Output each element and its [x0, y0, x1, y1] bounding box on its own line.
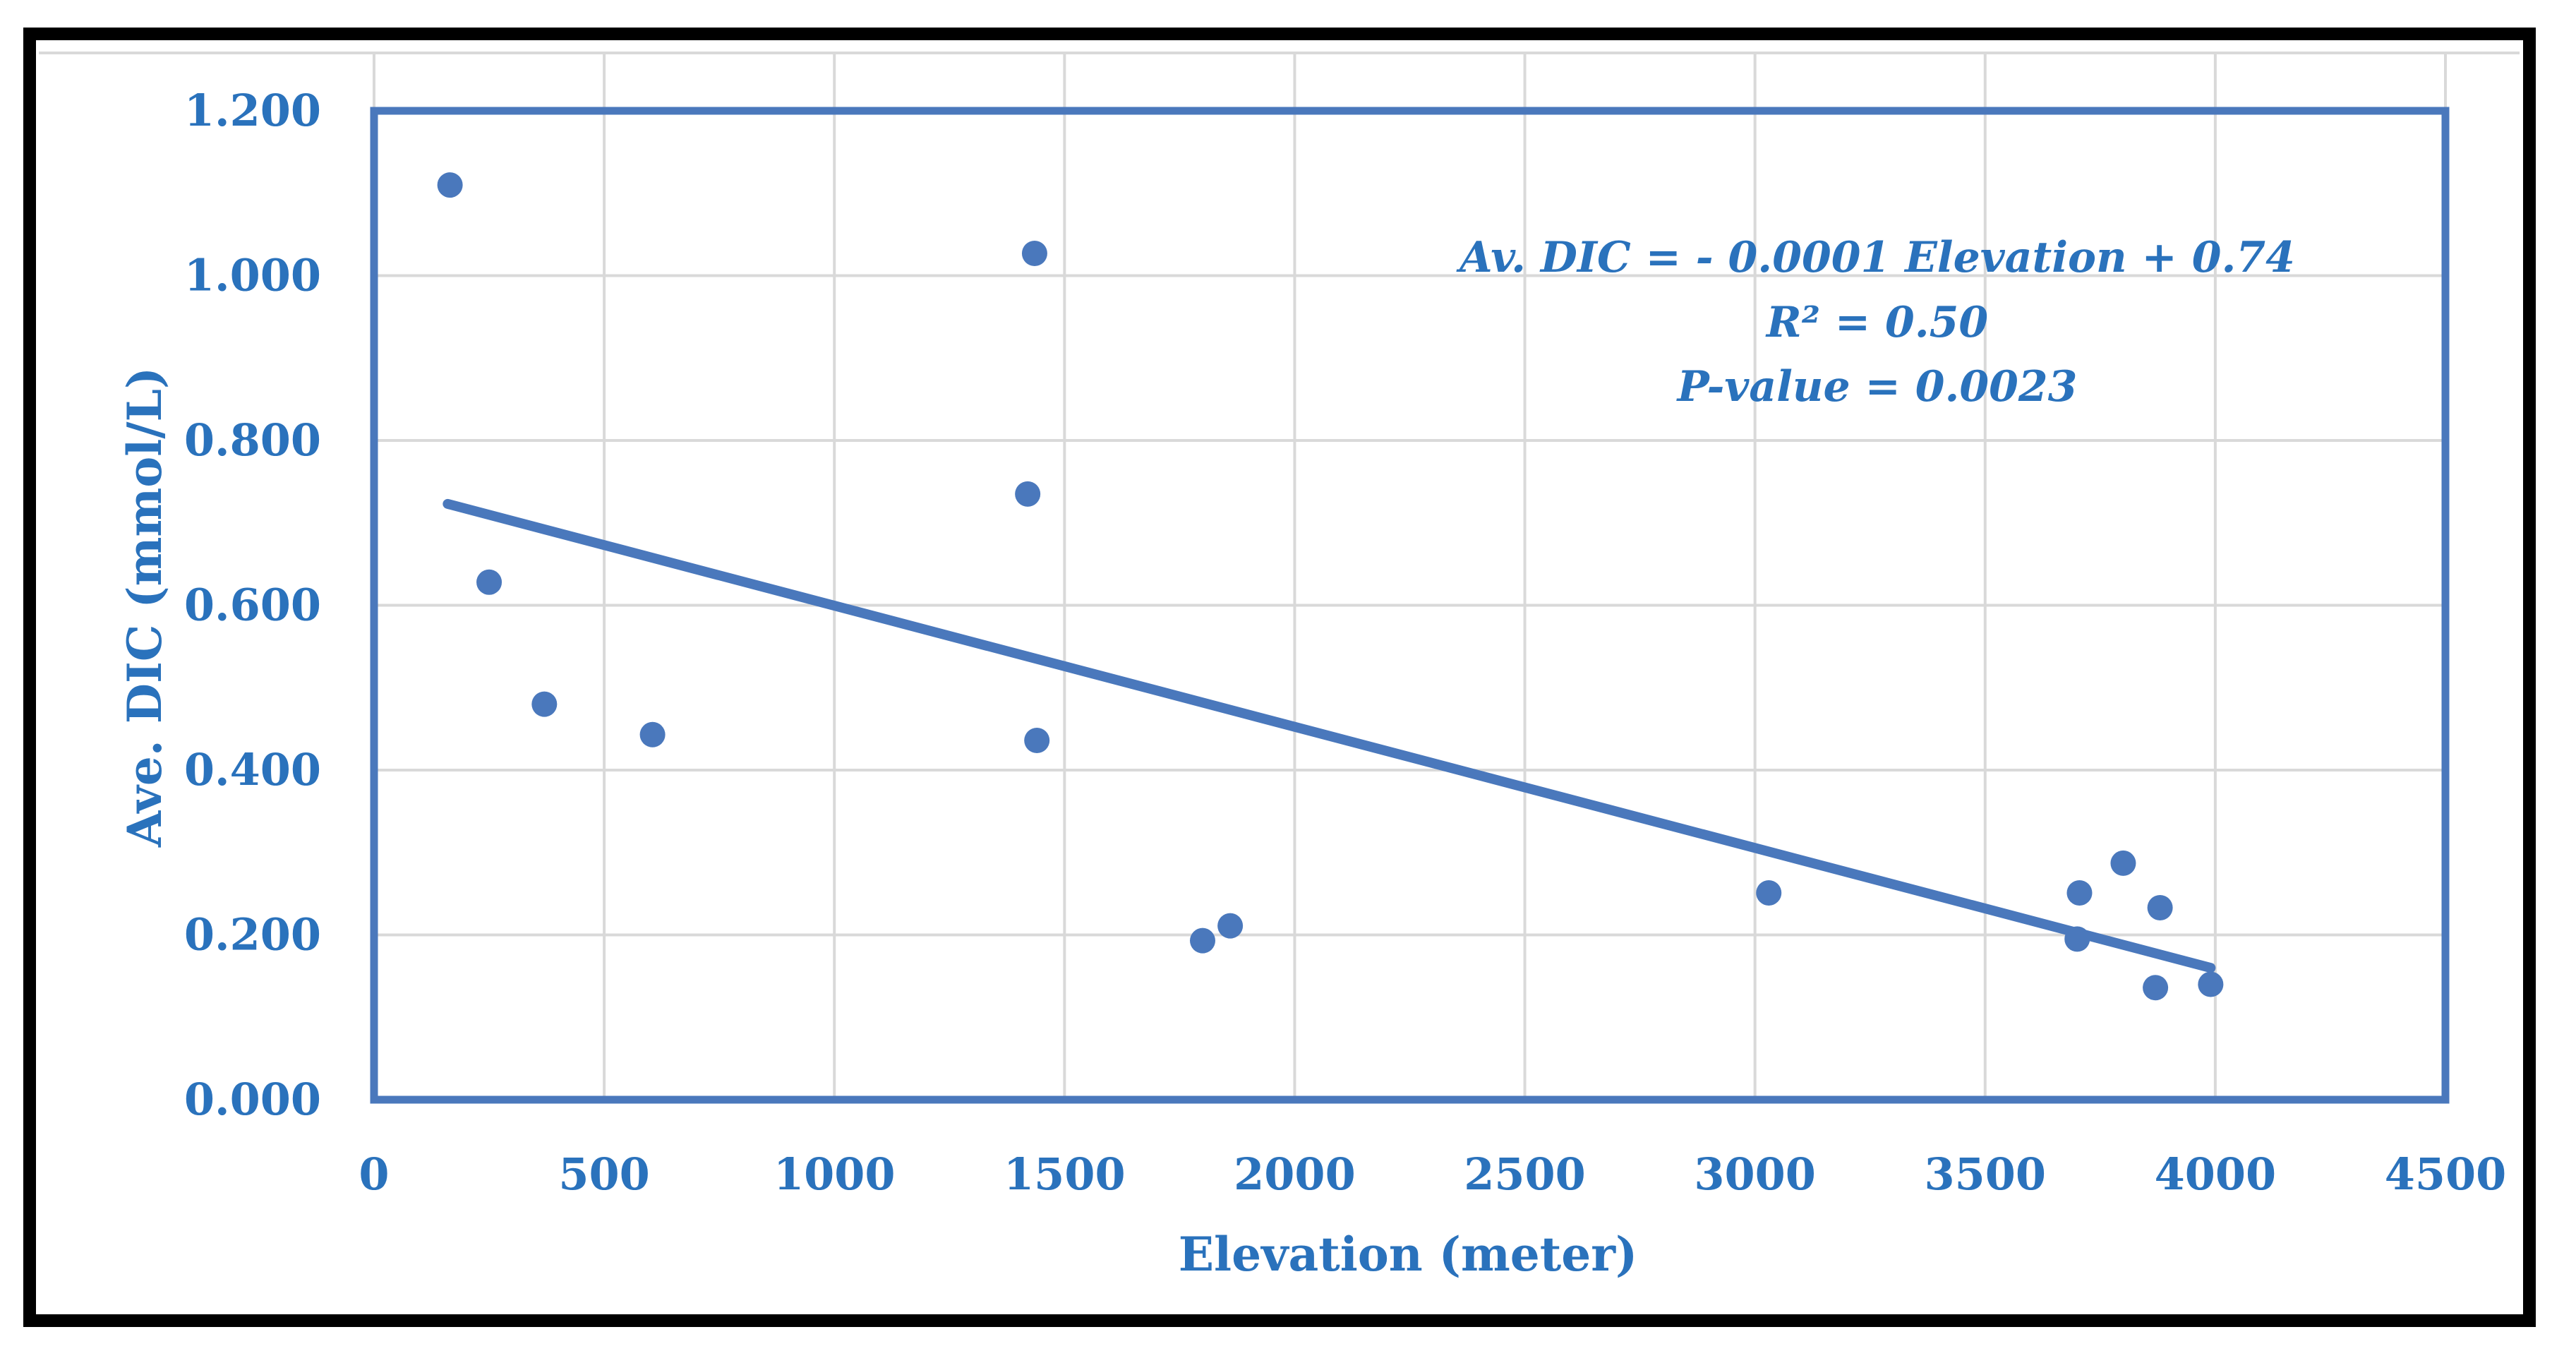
- data-point: [1015, 481, 1041, 507]
- x-tick-label: 0: [359, 1148, 389, 1200]
- regression-equation: Av. DIC = - 0.0001 Elevation + 0.74: [1456, 233, 2295, 282]
- data-point: [1024, 727, 1050, 753]
- y-tick-label: 0.800: [184, 414, 321, 466]
- x-tick-label: 2000: [1234, 1148, 1356, 1200]
- data-point: [2147, 894, 2173, 920]
- outer-frame: [23, 28, 2536, 1327]
- p-value-label: P-value = 0.0023: [1676, 362, 2078, 412]
- r-squared-label: R² = 0.50: [1765, 298, 1989, 347]
- data-point: [1756, 879, 1782, 906]
- x-tick-label: 500: [558, 1148, 649, 1200]
- y-tick-label: 1.000: [184, 250, 321, 301]
- y-axis-tick-labels: 0.000 0.200 0.400 0.600 0.800 1.000 1.200: [184, 85, 321, 1125]
- y-tick-label: 0.400: [184, 744, 321, 795]
- data-point: [2143, 975, 2169, 1001]
- trendline-group: [443, 498, 2216, 973]
- y-tick-label: 1.200: [184, 85, 321, 136]
- x-tick-label: 1500: [1004, 1148, 1126, 1200]
- x-tick-label: 3000: [1694, 1148, 1816, 1200]
- x-tick-label: 1000: [774, 1148, 896, 1200]
- x-tick-label: 4000: [2155, 1148, 2277, 1200]
- data-point: [2110, 850, 2136, 876]
- data-point: [476, 569, 502, 595]
- data-point: [639, 721, 666, 747]
- linear-trendline: [443, 498, 2216, 973]
- data-point: [2066, 879, 2093, 906]
- y-tick-label: 0.600: [184, 580, 321, 631]
- plot-area-border: [370, 107, 2450, 1104]
- x-tick-label: 2500: [1464, 1148, 1586, 1200]
- x-axis-tick-labels: 0 500 1000 1500 2000 2500 3000 3500 4000 4500: [359, 1148, 2506, 1200]
- x-tick-label: 4500: [2385, 1148, 2507, 1200]
- data-point: [1217, 913, 1244, 939]
- data-point: [531, 691, 558, 717]
- x-tick-label: 3500: [1924, 1148, 2046, 1200]
- y-axis-label: Ave. DIC (mmol/L): [117, 367, 172, 848]
- y-tick-label: 0.000: [184, 1074, 321, 1125]
- data-point: [1190, 927, 1215, 954]
- data-point: [1021, 240, 1047, 266]
- data-point: [2198, 971, 2224, 997]
- data-point: [437, 172, 463, 198]
- x-axis-label: Elevation (meter): [1179, 1227, 1638, 1282]
- data-point: [2064, 926, 2090, 952]
- y-tick-label: 0.200: [184, 909, 321, 961]
- data-points: [437, 172, 2224, 1001]
